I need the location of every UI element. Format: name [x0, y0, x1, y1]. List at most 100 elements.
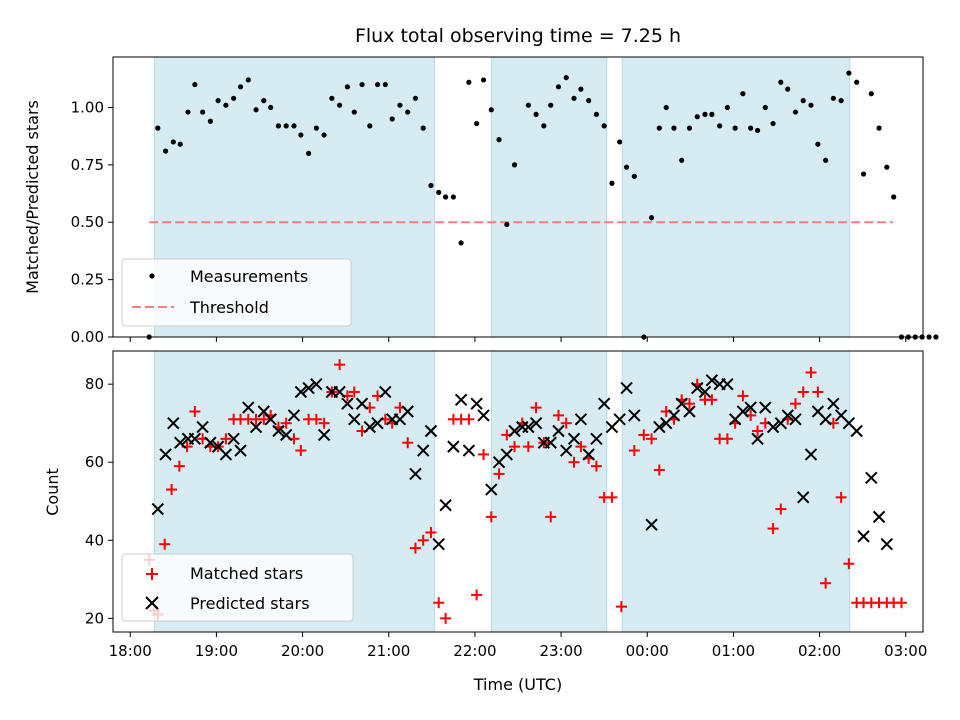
predicted-point [439, 498, 452, 512]
measurement-point [800, 98, 806, 104]
predicted-point [204, 436, 217, 449]
matched-point [409, 542, 421, 554]
matched-point [706, 394, 718, 406]
y-tick-label: 80 [85, 375, 104, 393]
predicted-point [279, 428, 293, 442]
predicted-point [698, 385, 712, 399]
matched-point [471, 589, 483, 601]
predicted-point [645, 518, 658, 531]
shaded-interval [621, 56, 851, 338]
matched-point [159, 538, 171, 550]
measurement-point [428, 182, 434, 189]
x-tick-label: 20:00 [281, 642, 324, 660]
predicted-point [744, 401, 757, 414]
predicted-point [705, 374, 719, 387]
predicted-point [462, 444, 476, 457]
predicted-point [151, 502, 165, 516]
matched-point [509, 441, 521, 453]
measurement-point [563, 75, 569, 81]
matched-point [348, 386, 360, 398]
matched-point [166, 484, 178, 496]
bottom-y-axis-label: Count [43, 468, 62, 516]
measurement-point [808, 102, 814, 108]
predicted-point [797, 491, 810, 504]
top-legend-box [121, 258, 352, 327]
measurement-point [623, 164, 630, 170]
predicted-point [174, 436, 187, 449]
measurement-point [496, 137, 502, 143]
x-tick-label: 22:00 [453, 642, 496, 660]
measurement-point [571, 95, 577, 101]
predicted-point [500, 448, 514, 461]
measurement-point [397, 102, 403, 108]
matched-point [843, 558, 855, 570]
measurement-point [663, 104, 669, 111]
y-tick-label: 0.25 [71, 271, 104, 289]
predicted-point [196, 420, 209, 434]
measurement-point [533, 111, 539, 117]
measurement-point [306, 150, 312, 156]
matched-point [775, 503, 787, 515]
y-tick-label: 60 [85, 453, 104, 471]
matched-point [767, 523, 779, 535]
matched-point [440, 612, 452, 624]
predicted-point [363, 420, 376, 434]
matched-point [522, 441, 534, 453]
measurement-point [480, 77, 487, 83]
predicted-point [317, 428, 331, 442]
top-panel: 0.00 0.25 0.50 0.75 1.00 Matched/Predicted s… [23, 56, 939, 346]
measurement-point [854, 79, 860, 85]
x-tick-label: 01:00 [712, 642, 755, 660]
measurement-point [694, 114, 700, 120]
bottom-predicted-points [151, 374, 894, 551]
x-tick-label: 18:00 [109, 642, 152, 660]
predicted-point [850, 424, 863, 438]
x-tick-label: 23:00 [539, 642, 582, 660]
measurement-point [762, 104, 768, 111]
measurement-point [237, 84, 244, 90]
matched-point [310, 413, 322, 425]
measurement-point [474, 120, 480, 127]
predicted-point [355, 397, 369, 410]
predicted-point [333, 385, 346, 399]
measurement-point [686, 125, 693, 131]
matched-point [173, 460, 185, 472]
matched-point [628, 445, 640, 457]
measurement-point [261, 98, 267, 104]
matched-point [295, 445, 307, 457]
measurement-point [443, 194, 449, 200]
predicted-point [379, 385, 392, 399]
predicted-point [470, 397, 483, 410]
measurement-point [329, 95, 335, 101]
predicted-point [348, 413, 361, 426]
measurement-point [679, 157, 685, 163]
predicted-point [781, 409, 794, 422]
measurement-point [511, 162, 518, 168]
matched-point [545, 511, 557, 523]
predicted-point [424, 424, 438, 438]
measurement-point [253, 107, 259, 113]
measurement-point [351, 109, 357, 115]
predicted-point [242, 401, 255, 414]
measurement-point [709, 111, 715, 117]
predicted-point [620, 381, 633, 395]
measurement-point [555, 84, 562, 90]
top-axes-frame [112, 56, 924, 338]
predicted-point [560, 444, 573, 457]
predicted-point [341, 397, 354, 410]
measurement-point [717, 123, 723, 129]
y-tick-label: 0.00 [71, 328, 104, 346]
predicted-point [508, 424, 521, 438]
measurement-point [548, 102, 554, 108]
measurement-point [732, 125, 738, 131]
matched-point [280, 417, 292, 429]
predicted-point [804, 448, 818, 461]
measurement-point [884, 164, 890, 170]
measurement-point [185, 109, 191, 115]
matched-point [433, 597, 445, 609]
shaded-interval [490, 350, 608, 633]
matched-point [478, 448, 490, 460]
y-tick-label: 0.50 [71, 213, 104, 231]
measurement-point [337, 102, 343, 108]
measurement-point [412, 95, 419, 101]
